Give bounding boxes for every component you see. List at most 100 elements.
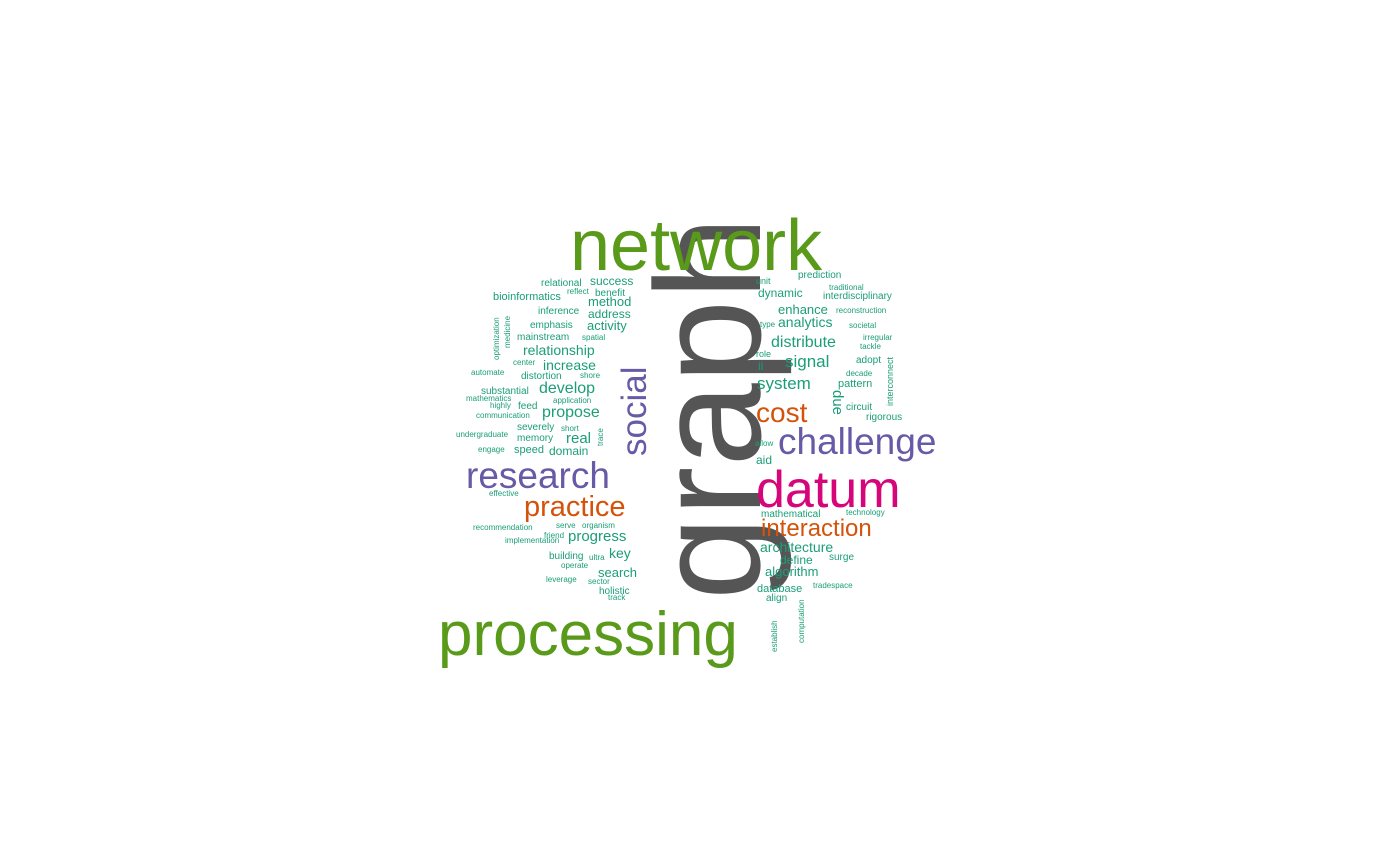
word-computation: computation [797, 599, 806, 643]
word-irregular: irregular [863, 333, 893, 342]
word-interdisciplinary: interdisciplinary [823, 291, 892, 302]
word-progress: progress [568, 528, 626, 545]
word-datum: datum [756, 461, 901, 519]
word-system: system [757, 374, 811, 393]
word-distribute: distribute [771, 334, 836, 351]
word-ultra: ultra [589, 553, 605, 562]
word-severely: severely [517, 422, 554, 433]
word-address: address [588, 307, 631, 321]
word-reconstruction: reconstruction [836, 306, 886, 315]
word-mathematics: mathematics [466, 394, 511, 403]
word-due: due [829, 390, 846, 415]
word-challenge: challenge [778, 421, 936, 462]
word-circuit: circuit [846, 402, 872, 413]
word-inference: inference [538, 306, 580, 317]
word-real: real [566, 430, 591, 447]
word-allow: allow [755, 439, 773, 448]
word-processing: processing [438, 600, 738, 669]
word-undergraduate: undergraduate [456, 430, 509, 439]
word-speed: speed [514, 444, 544, 456]
word-technology: technology [846, 508, 885, 517]
word-prediction: prediction [798, 270, 841, 281]
word-memory: memory [517, 433, 553, 444]
word-rigorous: rigorous [866, 412, 902, 423]
word-domain: domain [549, 444, 588, 458]
word-highly: highly [490, 401, 511, 410]
word-aid: aid [756, 453, 772, 467]
word-societal: societal [849, 321, 876, 330]
word-distortion: distortion [521, 371, 562, 382]
word-sector: sector [588, 577, 610, 586]
word-serve: serve [556, 521, 576, 530]
word-organism: organism [582, 521, 615, 530]
word-effective: effective [489, 489, 519, 498]
word-leverage: leverage [546, 575, 577, 584]
word-search: search [598, 565, 637, 580]
word-engage: engage [478, 445, 505, 454]
word-type: type [760, 320, 776, 329]
word-database: database [757, 583, 802, 595]
word-benefit: benefit [595, 288, 625, 299]
word-define: define [780, 553, 813, 567]
word-interconnect: interconnect [885, 356, 895, 406]
word-analytics: analytics [778, 314, 832, 330]
word-success: success [590, 274, 633, 288]
word-implementation: implementation [505, 536, 559, 545]
word-trace: trace [596, 428, 605, 446]
word-building: building [549, 551, 583, 562]
word-establish: establish [770, 620, 779, 652]
word-dynamic: dynamic [758, 286, 803, 300]
word-automate: automate [471, 368, 505, 377]
word-holistic: holistic [599, 586, 630, 597]
word-relationship: relationship [523, 342, 595, 358]
word-spatial: spatial [582, 333, 605, 342]
word-feed: feed [518, 401, 537, 412]
word-reflect: reflect [567, 287, 590, 296]
word-unit: unit [756, 276, 771, 286]
word-signal: signal [785, 352, 829, 371]
word-propose: propose [542, 404, 600, 421]
word-social: social [615, 367, 654, 456]
word-track: track [608, 593, 626, 602]
word-substantial: substantial [481, 386, 529, 397]
word-bioinformatics: bioinformatics [493, 291, 561, 303]
word-traditional: traditional [829, 283, 864, 292]
word-operate: operate [561, 561, 589, 570]
word-interaction: interaction [761, 515, 872, 542]
word-practice: practice [524, 491, 626, 523]
word-optimization: optimization [492, 317, 501, 360]
word-application: application [553, 396, 591, 405]
word-mathematical: mathematical [761, 509, 820, 520]
word-algorithm: algorithm [765, 564, 818, 579]
word-cost: cost [756, 397, 808, 428]
word-method: method [588, 294, 631, 309]
word-decade: decade [846, 369, 873, 378]
word-research: research [466, 455, 610, 496]
word-relational: relational [541, 278, 582, 289]
word-increase: increase [543, 357, 596, 373]
word-recommendation: recommendation [473, 523, 533, 532]
word-key: key [609, 545, 631, 561]
word-center: center [513, 358, 536, 367]
word-role: role [756, 349, 771, 359]
word-medicine: medicine [503, 315, 512, 348]
word-adopt: adopt [856, 355, 881, 366]
word-architecture: architecture [760, 539, 833, 555]
word-pattern: pattern [838, 378, 872, 390]
word-shore: shore [580, 371, 601, 380]
word-enhance: enhance [778, 302, 828, 317]
word-tackle: tackle [860, 342, 881, 351]
word-align: align [766, 593, 787, 604]
word-emphasis: emphasis [530, 320, 573, 331]
word-short: short [561, 424, 580, 433]
word-surge: surge [829, 552, 854, 563]
word-friend: friend [544, 531, 564, 540]
word-tradespace: tradespace [813, 581, 853, 590]
word-communication: communication [476, 411, 530, 420]
word-mainstream: mainstream [517, 332, 569, 343]
word-network: network [570, 206, 823, 286]
word-graph: graph [624, 216, 792, 600]
word-activity: activity [587, 318, 627, 333]
word-ii: ii [758, 359, 763, 373]
